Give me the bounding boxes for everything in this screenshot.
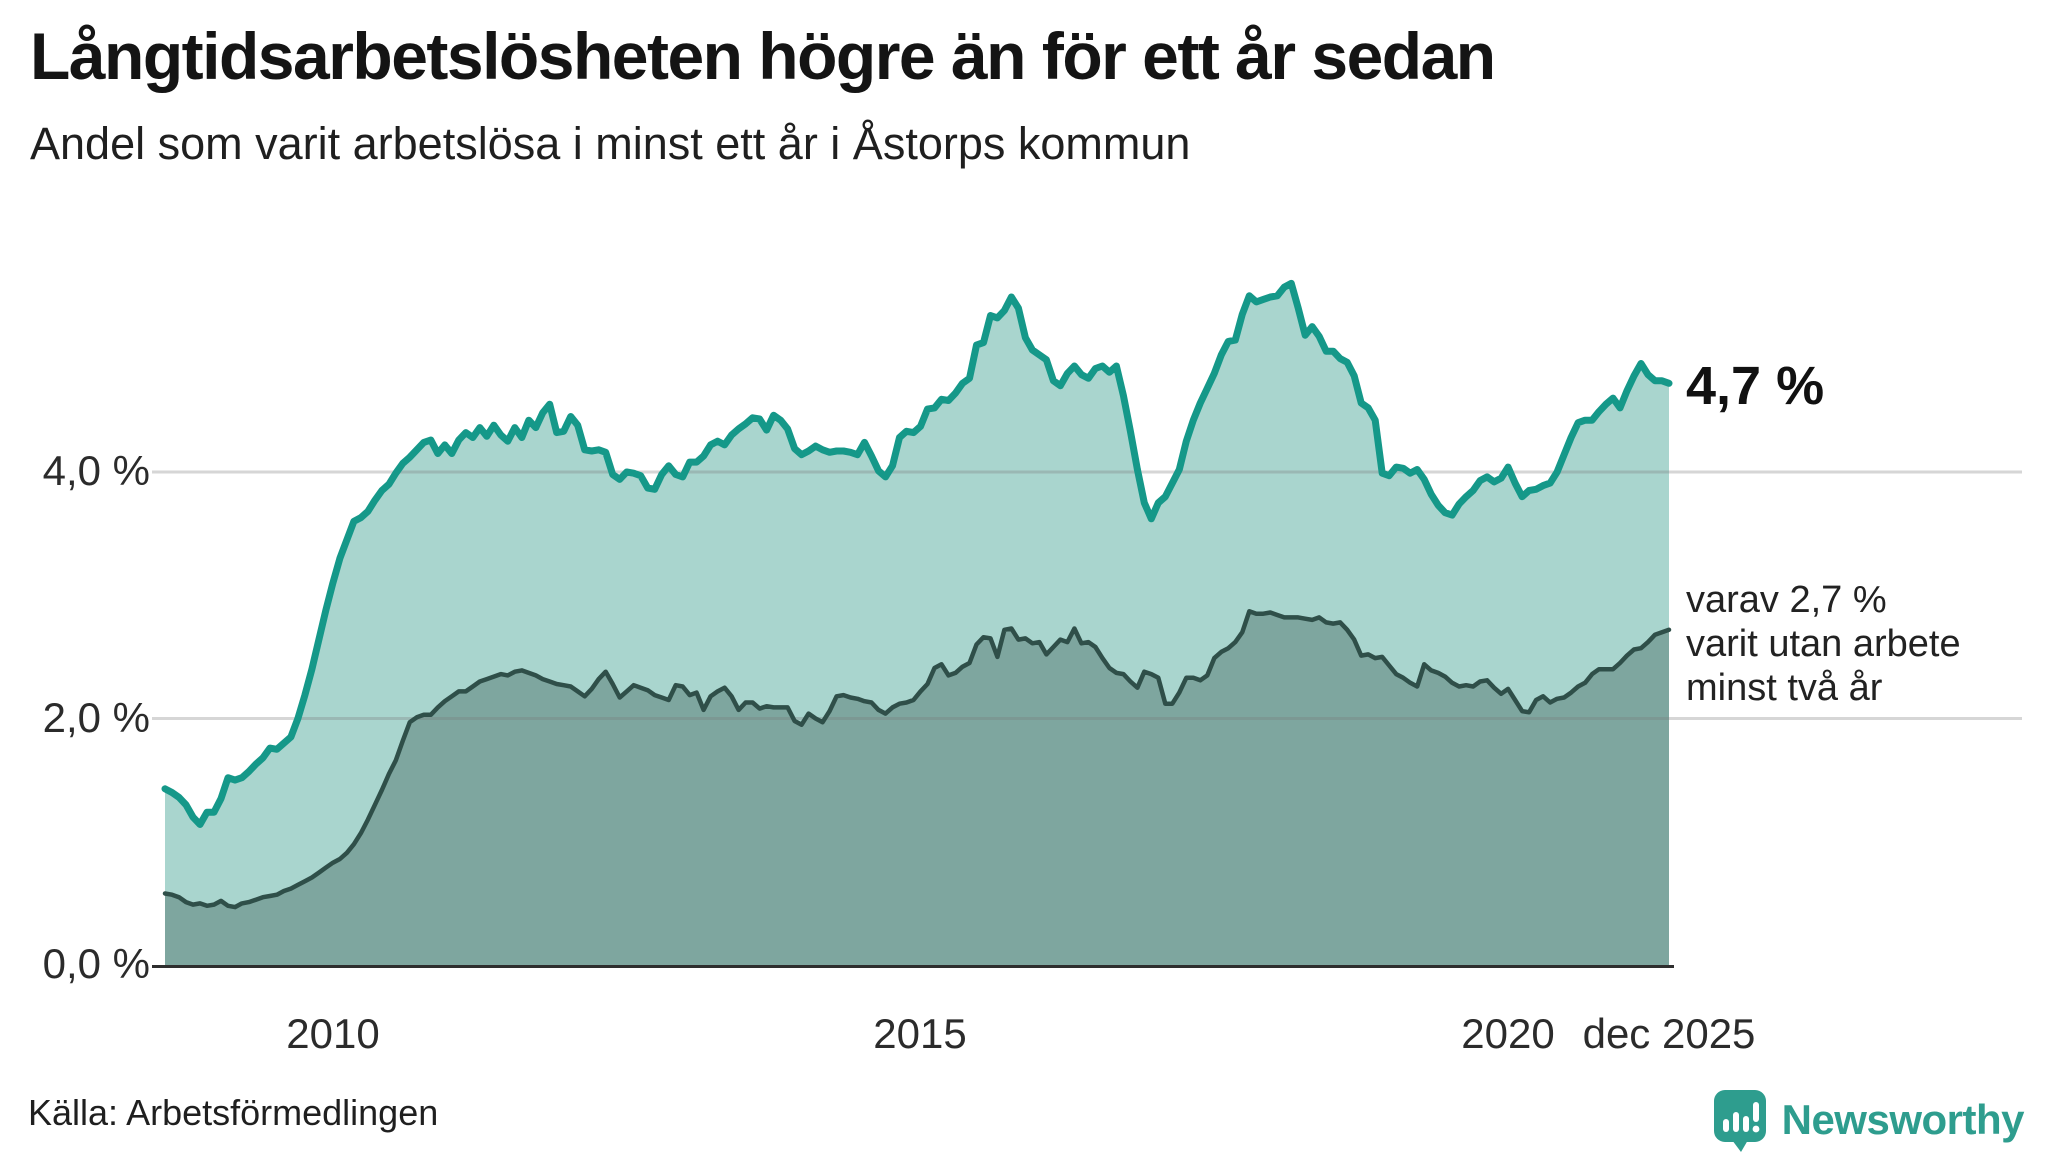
area-fill-minst_tva_ar [165, 611, 1669, 965]
annotation-total-end-value: 4,7 % [1686, 356, 1825, 416]
x-tick-2020: 2020 [1461, 1010, 1555, 1057]
newsworthy-icon [1713, 1090, 1766, 1152]
line-minst_ett_ar [161, 279, 1673, 828]
page-subtitle: Andel som varit arbetslösa i minst ett å… [30, 118, 1191, 169]
x-tick-dec-2025: dec 2025 [1582, 1010, 1756, 1057]
annotation-line-2: varit utan arbete [1686, 623, 1961, 665]
annotation-two-year-share: varav 2,7 % varit utan arbete minst två … [1686, 578, 1961, 710]
annotation-line-3: minst två år [1686, 667, 1883, 709]
page-title: Långtidsarbetslösheten högre än för ett … [30, 19, 1496, 93]
brand-logo: Newsworthy [1712, 1088, 2025, 1152]
line-minst_tva_ar [162, 609, 1672, 910]
x-tick-2010: 2010 [286, 1010, 380, 1057]
y-tick-4: 4,0 % [42, 447, 150, 494]
brand-name: Newsworthy [1781, 1096, 2025, 1143]
y-tick-2: 2,0 % [42, 693, 150, 741]
annotation-line-1: varav 2,7 % [1686, 579, 1887, 621]
y-tick-0: 0,0 % [42, 940, 150, 987]
source-note: Källa: Arbetsförmedlingen [28, 1092, 439, 1133]
x-tick-2015: 2015 [873, 1010, 967, 1057]
